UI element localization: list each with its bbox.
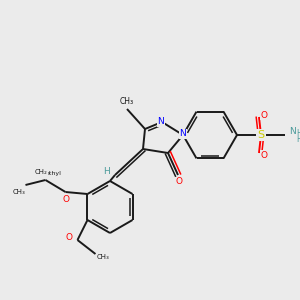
Text: O: O	[63, 196, 70, 205]
Text: H: H	[296, 128, 300, 137]
Text: CH₃: CH₃	[120, 98, 134, 106]
Text: ethyl: ethyl	[46, 172, 62, 176]
Text: N: N	[158, 118, 164, 127]
Text: O: O	[260, 110, 268, 119]
Text: CH₂: CH₂	[35, 169, 48, 175]
Text: O: O	[260, 151, 268, 160]
Text: N: N	[290, 127, 296, 136]
Text: CH₃: CH₃	[97, 254, 110, 260]
Text: O: O	[66, 233, 73, 242]
Text: N: N	[180, 130, 186, 139]
Text: CH₃: CH₃	[13, 189, 26, 195]
Text: O: O	[63, 194, 70, 203]
Text: H: H	[103, 167, 110, 176]
Text: O: O	[176, 178, 182, 187]
Text: S: S	[257, 130, 265, 140]
Text: H: H	[296, 136, 300, 145]
